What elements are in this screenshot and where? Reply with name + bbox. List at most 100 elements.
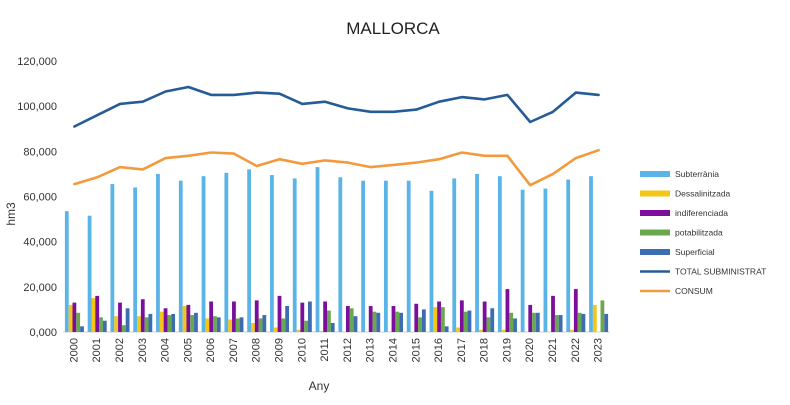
bar-indiferenciada [391, 306, 396, 332]
bar-indiferenciada [254, 300, 259, 332]
bar-indiferenciada [573, 289, 578, 332]
bar-potabilitzada [486, 317, 491, 332]
bar-dessalinitzada [592, 304, 597, 332]
bar-superficial [262, 315, 267, 332]
bar-superficial [353, 316, 358, 332]
bar-superficial [558, 315, 563, 332]
bar-superficial [490, 308, 495, 332]
y-tick-label: 100,000 [17, 101, 57, 113]
bar-potabilitzada [327, 310, 331, 332]
bar-subterr-nia [520, 189, 525, 332]
bar-subterr-nia [589, 176, 593, 332]
x-tick-label: 2004 [160, 338, 172, 362]
bar-potabilitzada [121, 325, 126, 332]
bar-subterr-nia [315, 167, 320, 332]
bar-indiferenciada [140, 299, 145, 332]
bar-potabilitzada [190, 315, 195, 332]
bar-superficial [604, 313, 609, 332]
bar-subterr-nia [452, 178, 457, 332]
bar-subterr-nia [110, 184, 115, 332]
bar-indiferenciada [186, 304, 191, 332]
y-tick-label: 0,000 [29, 327, 57, 339]
bar-dessalinitzada [433, 307, 438, 332]
legend-label: potabilitzada [675, 228, 723, 238]
bar-superficial [102, 320, 107, 332]
bar-dessalinitzada [456, 327, 460, 332]
bar-subterr-nia [224, 172, 229, 332]
x-tick-label: 2008 [251, 338, 263, 362]
y-tick-label: 20,000 [23, 282, 57, 294]
legend-label: Dessalinitzada [675, 189, 731, 199]
x-tick-label: 2019 [501, 338, 513, 362]
x-tick-label: 2020 [524, 338, 536, 362]
bar-subterr-nia [178, 180, 183, 332]
x-tick-label: 2006 [205, 338, 217, 362]
bar-indiferenciada [459, 300, 464, 332]
bar-potabilitzada [99, 317, 103, 332]
x-tick-label: 2013 [365, 338, 377, 362]
bar-potabilitzada [554, 315, 559, 332]
legend-label: TOTAL SUBMINISTRAT [675, 267, 766, 277]
x-tick-label: 2000 [68, 338, 80, 362]
legend-swatch [640, 210, 670, 216]
bar-superficial [535, 312, 540, 332]
x-axis-label: Any [309, 379, 330, 393]
bar-subterr-nia [406, 180, 411, 332]
bar-potabilitzada [349, 308, 354, 332]
x-tick-label: 2012 [342, 338, 354, 362]
bar-indiferenciada [368, 306, 373, 332]
bar-potabilitzada [440, 307, 445, 332]
bar-potabilitzada [213, 316, 217, 332]
bar-potabilitzada [600, 300, 605, 332]
bar-superficial [148, 313, 153, 332]
bar-subterr-nia [338, 177, 343, 332]
legend-swatch [640, 229, 670, 236]
chart-title: MALLORCA [346, 19, 440, 38]
bar-indiferenciada [505, 289, 510, 332]
bar-dessalinitzada [137, 316, 141, 332]
bar-superficial [376, 312, 381, 332]
bar-subterr-nia [429, 190, 434, 332]
bar-superficial [285, 306, 290, 332]
bar-superficial [399, 312, 403, 332]
bar-dessalinitzada [251, 322, 255, 332]
bar-dessalinitzada [501, 329, 506, 332]
bar-indiferenciada [345, 306, 350, 332]
bar-potabilitzada [235, 318, 240, 332]
legend-swatch [640, 190, 670, 197]
bar-indiferenciada [277, 295, 282, 332]
x-tick-label: 2005 [182, 338, 194, 362]
bar-potabilitzada [577, 312, 582, 332]
bar-subterr-nia [383, 180, 388, 332]
bar-subterr-nia [64, 211, 69, 332]
bar-superficial [581, 313, 586, 332]
bar-potabilitzada [258, 318, 263, 332]
bar-superficial [444, 326, 449, 332]
bar-subterr-nia [156, 173, 160, 332]
bar-superficial [467, 310, 472, 332]
x-tick-label: 2023 [593, 338, 605, 362]
x-tick-label: 2017 [456, 338, 468, 362]
bar-dessalinitzada [296, 329, 301, 332]
bar-subterr-nia [201, 176, 206, 332]
bar-indiferenciada [118, 302, 122, 332]
bar-superficial [80, 326, 84, 332]
line-consum [73, 148, 600, 187]
bar-indiferenciada [528, 304, 533, 332]
bar-dessalinitzada [159, 311, 164, 332]
bar-indiferenciada [95, 295, 100, 332]
legend-swatch [640, 171, 670, 177]
bar-potabilitzada [281, 318, 286, 332]
y-axis-label: hm3 [4, 202, 18, 226]
bar-indiferenciada [209, 301, 214, 332]
bar-subterr-nia [361, 180, 365, 332]
bar-dessalinitzada [91, 298, 96, 332]
x-tick-label: 2016 [433, 338, 445, 362]
legend: Subterrània Dessalinitzada indiferenciada p… [640, 169, 766, 296]
bar-dessalinitzada [478, 329, 483, 332]
bar-indiferenciada [437, 301, 441, 332]
legend-label: indiferenciada [675, 208, 728, 218]
bar-indiferenciada [482, 301, 487, 332]
